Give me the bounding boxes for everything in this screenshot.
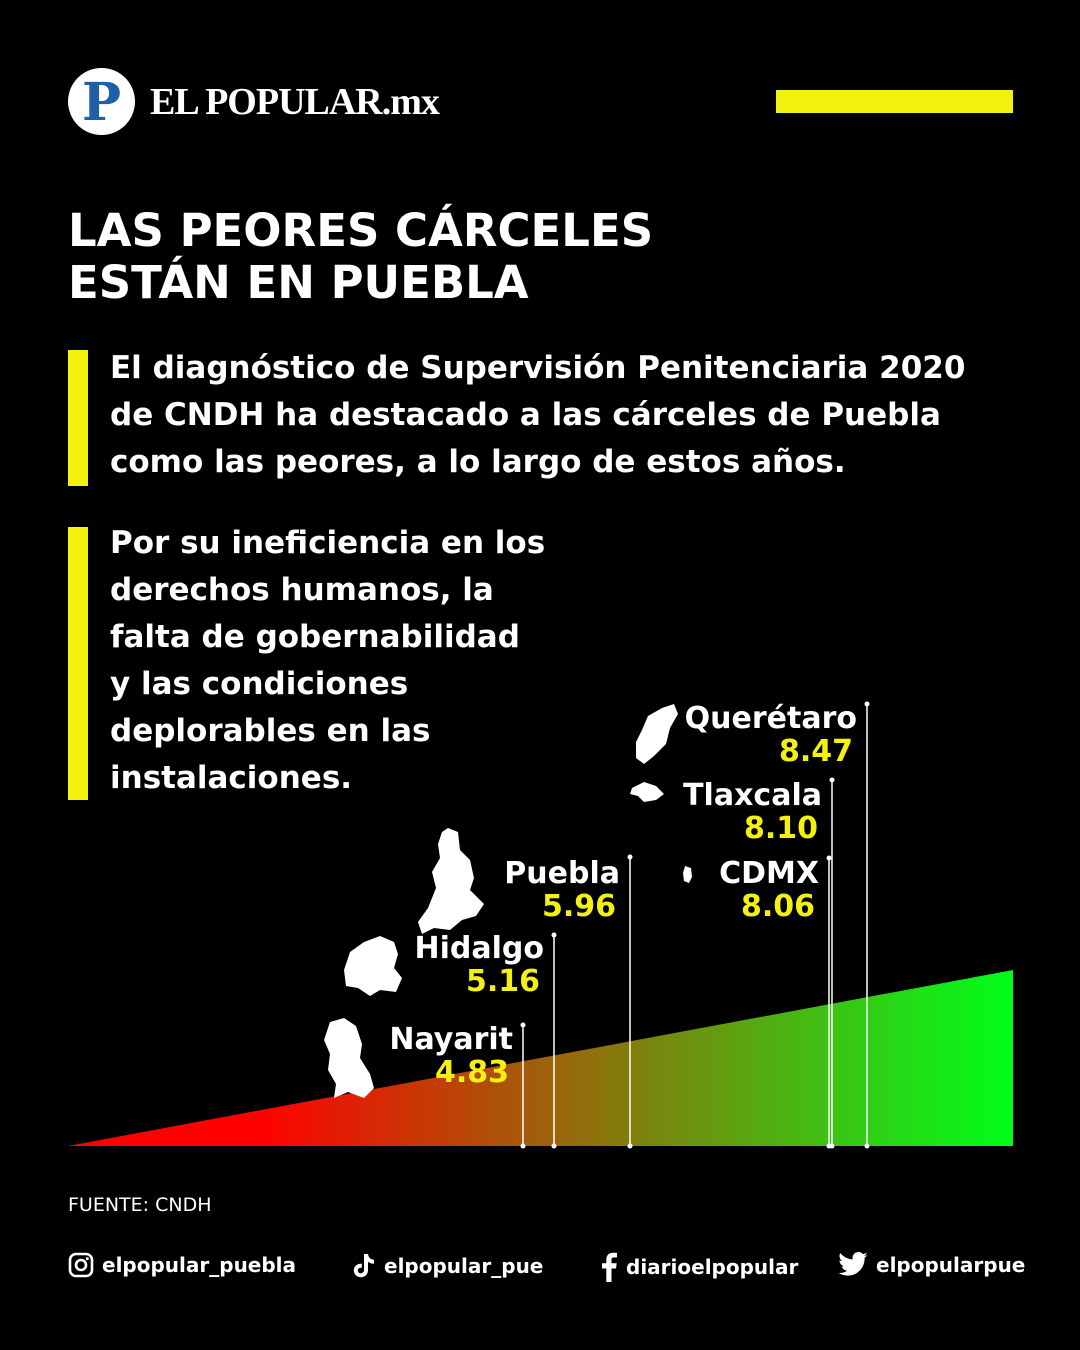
paragraph-1: El diagnóstico de Supervisión Penitencia… bbox=[110, 345, 965, 486]
category-label-querétaro: Querétaro bbox=[685, 701, 857, 736]
paragraph-1-line-2: de CNDH ha destacado a las cárceles de P… bbox=[110, 397, 941, 433]
state-map-nayarit bbox=[324, 1018, 374, 1098]
bar-base-dot-querétaro bbox=[864, 1143, 870, 1149]
value-label-cdmx: 8.06 bbox=[741, 889, 815, 924]
title-line-2: ESTÁN EN PUEBLA bbox=[68, 256, 529, 309]
paragraph-1-line-3: como las peores, a lo largo de estos año… bbox=[110, 444, 846, 480]
social-handle: elpopularpue bbox=[876, 1252, 1026, 1277]
bar-top-dot-tlaxcala bbox=[829, 777, 835, 783]
value-label-nayarit: 4.83 bbox=[435, 1055, 509, 1090]
logo: P bbox=[68, 68, 135, 135]
logo-letter: P bbox=[81, 71, 122, 133]
source-note: FUENTE: CNDH bbox=[68, 1194, 212, 1216]
category-label-nayarit: Nayarit bbox=[389, 1022, 513, 1057]
paragraph-1-line-1: El diagnóstico de Supervisión Penitencia… bbox=[110, 350, 966, 386]
twitter-icon bbox=[838, 1252, 868, 1276]
bar-top-dot-puebla bbox=[627, 854, 633, 860]
social-handle: elpopular_puebla bbox=[102, 1253, 297, 1277]
social-handle: diarioelpopular bbox=[626, 1255, 799, 1279]
paragraph-2-line-5: deplorables en las bbox=[110, 713, 431, 749]
state-map-puebla bbox=[418, 828, 484, 934]
category-label-hidalgo: Hidalgo bbox=[415, 931, 544, 966]
page-title: LAS PEORES CÁRCELES ESTÁN EN PUEBLA bbox=[68, 205, 653, 309]
bar-top-dot-hidalgo bbox=[551, 932, 557, 938]
bar-base-dot-puebla bbox=[627, 1143, 633, 1149]
instagram-icon bbox=[68, 1252, 94, 1278]
tiktok-icon bbox=[353, 1254, 374, 1278]
title-line-1: LAS PEORES CÁRCELES bbox=[68, 204, 654, 257]
paragraph-2-line-3: falta de gobernabilidad bbox=[110, 619, 520, 655]
value-label-tlaxcala: 8.10 bbox=[744, 811, 818, 846]
category-label-tlaxcala: Tlaxcala bbox=[683, 778, 822, 813]
paragraph-2-line-4: y las condiciones bbox=[110, 666, 409, 702]
value-label-hidalgo: 5.16 bbox=[466, 964, 540, 999]
bar-top-dot-cdmx bbox=[826, 855, 832, 861]
category-label-puebla: Puebla bbox=[504, 856, 620, 891]
paragraph-1-accent bbox=[68, 350, 88, 486]
brand-name: EL POPULAR.mx bbox=[150, 81, 440, 123]
social-twitter[interactable]: elpopularpue bbox=[838, 1252, 1025, 1277]
bar-top-dot-querétaro bbox=[864, 701, 870, 707]
paragraph-2-accent bbox=[68, 527, 88, 800]
social-facebook[interactable]: diarioelpopular bbox=[600, 1252, 798, 1282]
state-map-querétaro bbox=[636, 704, 678, 764]
bar-base-dot-hidalgo bbox=[551, 1143, 557, 1149]
bar-top-dot-nayarit bbox=[520, 1022, 526, 1028]
state-map-tlaxcala bbox=[630, 782, 664, 802]
value-label-puebla: 5.96 bbox=[542, 889, 616, 924]
category-label-cdmx: CDMX bbox=[719, 856, 819, 891]
bar-base-dot-tlaxcala bbox=[829, 1143, 835, 1149]
paragraph-2-line-6: instalaciones. bbox=[110, 760, 353, 796]
state-map-cdmx bbox=[683, 866, 692, 883]
state-map-hidalgo bbox=[344, 936, 402, 996]
facebook-icon bbox=[602, 1252, 617, 1282]
value-label-querétaro: 8.47 bbox=[779, 734, 853, 769]
accent-bar bbox=[776, 90, 1013, 113]
social-tiktok[interactable]: elpopular_pue bbox=[352, 1252, 543, 1279]
paragraph-2-line-2: derechos humanos, la bbox=[110, 572, 494, 608]
paragraph-2: Por su ineficiencia en los derechos huma… bbox=[110, 520, 545, 802]
social-instagram[interactable]: elpopular_puebla bbox=[68, 1252, 296, 1278]
gradient-ramp bbox=[68, 970, 1013, 1146]
social-handle: elpopular_pue bbox=[384, 1253, 544, 1278]
paragraph-2-line-1: Por su ineficiencia en los bbox=[110, 525, 546, 561]
bar-base-dot-nayarit bbox=[520, 1143, 526, 1149]
